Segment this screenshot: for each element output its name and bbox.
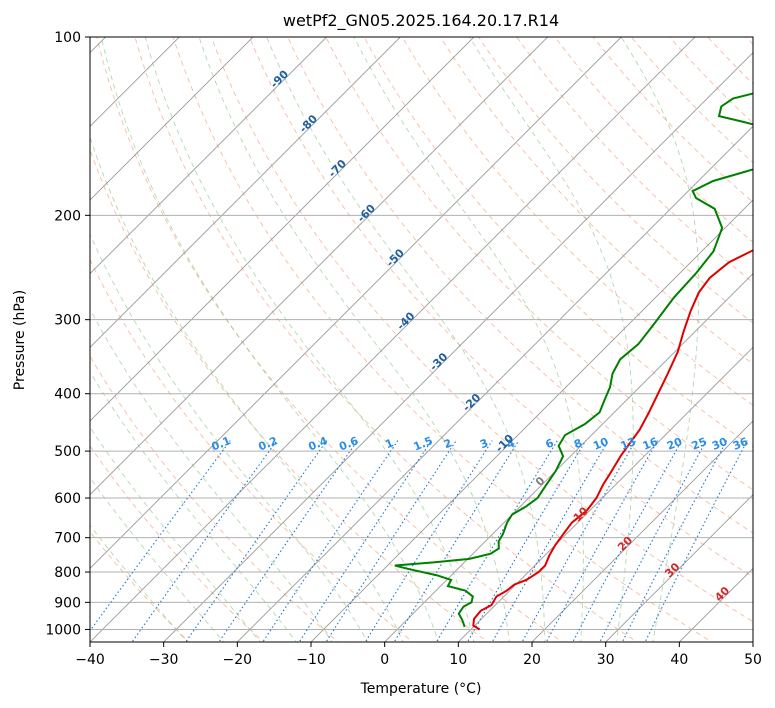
- x-tick-label: −40: [75, 652, 105, 668]
- y-axis-ticks: 100 200 300 400 500 600 700 800 900 1000: [45, 30, 90, 638]
- dry-adiabat: [90, 148, 489, 642]
- dry-adiabat: [771, 24, 775, 645]
- mixing-ratio-label: 25: [690, 435, 709, 453]
- mixing-ratio-label: 1: [383, 436, 395, 451]
- isotherm: [163, 52, 753, 642]
- x-tick-label: 0: [380, 652, 389, 668]
- x-axis-ticks: −40 −30 −20 −10 0 10 20 30 40 50: [75, 642, 762, 668]
- y-tick-label: 300: [54, 313, 81, 329]
- dry-adiabat: [325, 37, 753, 491]
- mixing-ratio-line: [545, 440, 659, 642]
- x-tick-label: 30: [597, 652, 615, 668]
- isotherm: [90, 37, 401, 348]
- y-axis-label: Pressure (hPa): [12, 290, 28, 390]
- profile-lines: [394, 92, 753, 631]
- y-tick-label: 900: [54, 595, 81, 611]
- x-tick-label: −30: [149, 652, 179, 668]
- isotherm: [752, 641, 753, 642]
- plot-frame: [89, 36, 754, 643]
- mixing-ratio-line: [185, 440, 328, 642]
- mixing-ratio-label: 36: [731, 435, 750, 453]
- mixing-ratio-label: 8: [572, 436, 584, 451]
- x-tick-label: 40: [670, 652, 688, 668]
- y-tick-label: 600: [54, 491, 81, 507]
- profile-series-line: [394, 92, 753, 628]
- y-tick-label: 700: [54, 531, 81, 547]
- mixing-ratio-line: [435, 440, 558, 642]
- mixing-ratio-line: [364, 440, 493, 642]
- moist-adiabat: [90, 370, 297, 642]
- mixing-ratio-label: 13: [619, 435, 638, 453]
- x-tick-label: 10: [449, 652, 467, 668]
- mixing-ratio-line: [325, 440, 457, 642]
- isotherm: [384, 273, 753, 642]
- profile-series-line: [472, 249, 753, 631]
- mixing-ratio-line: [262, 440, 399, 642]
- isotherm: [90, 37, 254, 201]
- isotherm: [605, 494, 753, 642]
- mixing-ratio-line: [491, 440, 609, 642]
- chart-title: wetPf2_GN05.2025.164.20.17.R14: [283, 11, 559, 31]
- mixing-ratio-label: 10: [591, 435, 610, 453]
- isotherm: [90, 37, 328, 275]
- mixing-ratio-label: 20: [665, 435, 684, 453]
- y-tick-label: 1000: [45, 622, 81, 638]
- mixing-ratio-line: [521, 440, 637, 642]
- y-tick-label: 800: [54, 565, 81, 581]
- isotherm: [90, 37, 696, 642]
- isotherm: [90, 37, 549, 496]
- moist-adiabat: [266, 37, 546, 642]
- mixing-ratio-line: [572, 440, 683, 642]
- x-tick-label: −10: [296, 652, 326, 668]
- isotherm: [531, 420, 753, 642]
- mixing-ratio-line: [298, 440, 432, 642]
- y-tick-label: 200: [54, 208, 81, 224]
- mixing-ratio-label: 30: [710, 435, 729, 453]
- mixing-ratio-line: [621, 440, 728, 642]
- moist-adiabat: [469, 37, 634, 642]
- dry-adiabat: [210, 37, 753, 623]
- y-tick-label: 100: [54, 30, 81, 46]
- mixing-ratio-label: 2: [442, 436, 454, 451]
- x-tick-label: 20: [523, 652, 541, 668]
- moist-adiabat: [144, 37, 475, 642]
- isotherm: [310, 199, 753, 642]
- dry-adiabat: [401, 37, 753, 406]
- moist-adiabat: [620, 37, 700, 642]
- isotherm: [90, 37, 622, 569]
- y-tick-label: 500: [54, 444, 81, 460]
- moist-adiabat: [353, 37, 584, 642]
- dry-adiabat: [287, 37, 753, 534]
- mixing-ratio-label: 3: [478, 436, 490, 451]
- x-tick-label: 50: [744, 652, 762, 668]
- mixing-ratio-line: [599, 440, 707, 642]
- x-axis-label: Temperature (°C): [360, 681, 482, 697]
- y-tick-label: 400: [54, 387, 81, 403]
- mixing-ratio-line: [466, 440, 587, 642]
- dry-adiabat: [249, 37, 753, 578]
- mixing-ratio-line: [131, 440, 278, 642]
- isotherm: [236, 125, 753, 642]
- dry-adiabat: [439, 37, 753, 365]
- x-tick-label: −20: [223, 652, 253, 668]
- isotherm: [90, 37, 475, 422]
- mixing-ratio-label: 16: [641, 435, 660, 453]
